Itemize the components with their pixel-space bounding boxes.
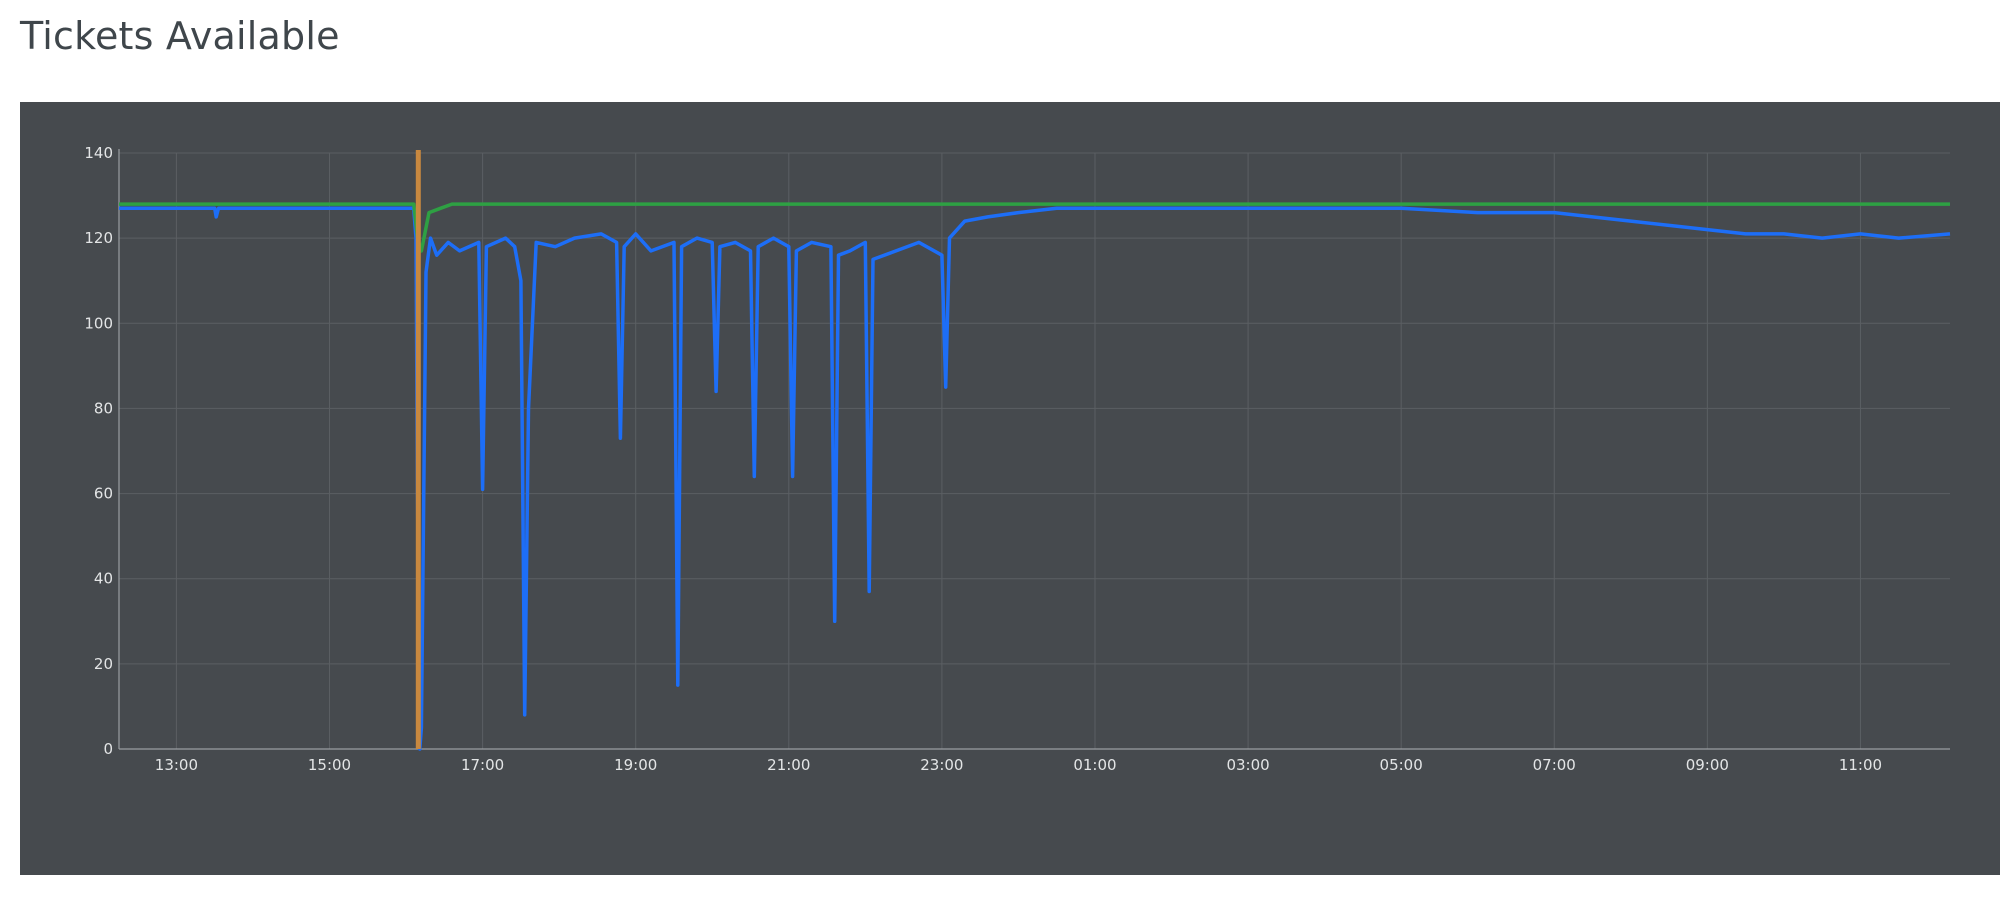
- y-tick-label: 60: [94, 485, 113, 503]
- x-tick-label: 01:00: [1073, 756, 1116, 774]
- x-tick-label: 21:00: [767, 756, 810, 774]
- y-tick-labels: 0 20 40 60 80 100 120 140: [84, 144, 113, 758]
- y-tick-label: 0: [103, 740, 113, 758]
- x-tick-label: 17:00: [461, 756, 504, 774]
- x-tick-label: 19:00: [614, 756, 657, 774]
- x-tick-label: 03:00: [1226, 756, 1269, 774]
- page-title: Tickets Available: [20, 14, 340, 58]
- chart-panel: 0 20 40 60 80 100 120 140 13:00 15:00 17:00 19:00 2…: [20, 102, 2000, 875]
- y-tick-label: 80: [94, 399, 113, 417]
- y-tick-label: 140: [84, 144, 113, 162]
- y-tick-label: 40: [94, 570, 113, 588]
- series-lines: [119, 202, 1951, 751]
- x-tick-label: 09:00: [1686, 756, 1729, 774]
- y-tick-label: 20: [94, 655, 113, 673]
- y-tick-label: 120: [84, 229, 113, 247]
- grid: [119, 152, 1950, 749]
- x-tick-label: 23:00: [920, 756, 963, 774]
- y-tick-label: 100: [84, 314, 113, 332]
- series-line: [119, 206, 1951, 751]
- x-tick-label: 11:00: [1839, 756, 1882, 774]
- x-tick-label: 15:00: [308, 756, 351, 774]
- x-tick-label: 07:00: [1533, 756, 1576, 774]
- x-tick-labels: 13:00 15:00 17:00 19:00 21:00 23:00 01:00 03:00…: [155, 756, 1882, 774]
- chart: 0 20 40 60 80 100 120 140 13:00 15:00 17:00 19:00 2…: [84, 144, 1951, 774]
- x-tick-label: 13:00: [155, 756, 198, 774]
- axes: [118, 149, 1950, 750]
- x-tick-label: 05:00: [1380, 756, 1423, 774]
